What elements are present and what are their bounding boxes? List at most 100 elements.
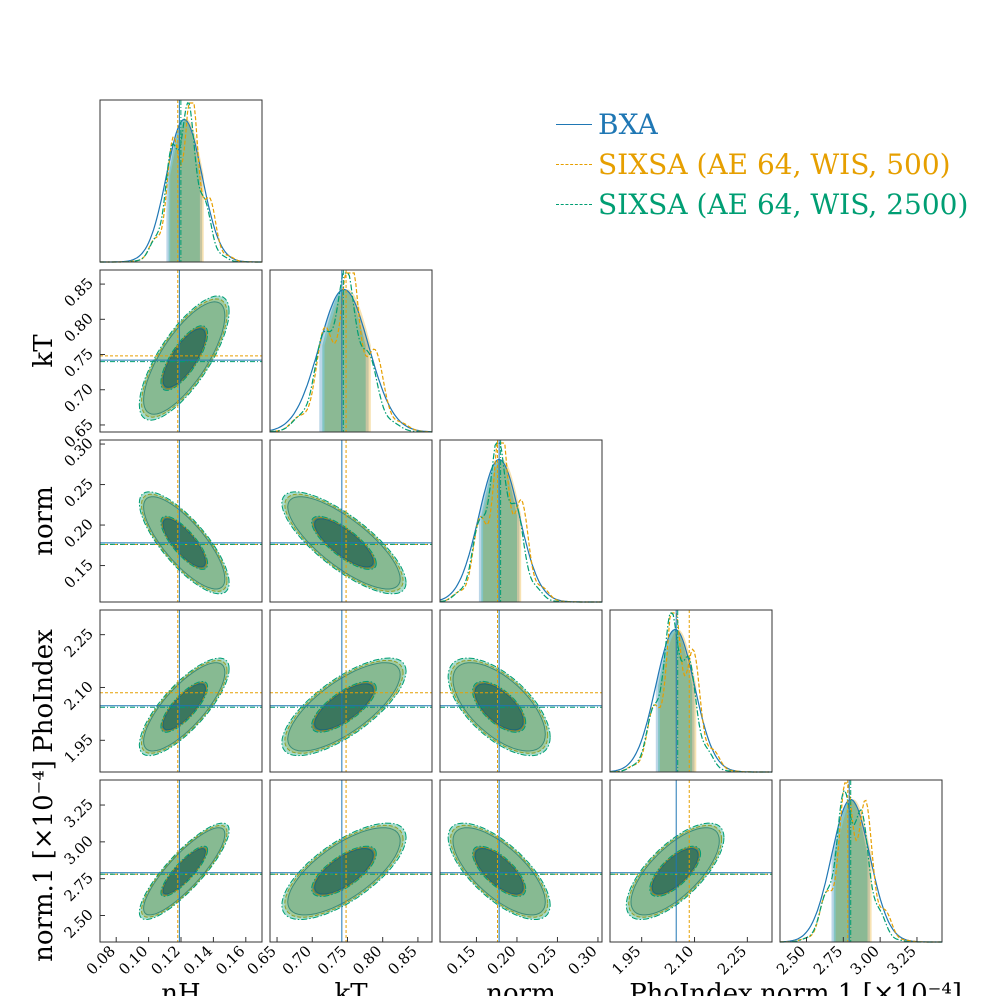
panel-frame [609, 779, 773, 943]
x-tick-label: 0.15 [443, 942, 479, 978]
contour-outer-SIXSA_2500 [625, 822, 725, 920]
contour-inner-SIXSA_2500 [311, 845, 377, 897]
panel-nH-vs-nH [99, 99, 263, 263]
panel-kT-vs-nH: 0.650.700.750.800.85 [60, 269, 263, 451]
panel-frame [99, 99, 263, 263]
panel-norm.1-vs-nH: 0.080.100.120.140.16 2.502.753.003.25 [60, 779, 263, 978]
x-tick-label: 0.16 [212, 942, 248, 978]
density-curve-SIXSA_2500 [270, 272, 433, 433]
contour-inner-BXA [162, 848, 206, 895]
legend-entry-sixsa-500: SIXSA (AE 64, WIS, 500) [556, 144, 968, 184]
panel-frame [269, 269, 433, 433]
panel-frame [779, 779, 943, 943]
panel-frame [269, 609, 433, 773]
x-axis-label-kT: kT [334, 979, 368, 996]
x-tick-label: 0.08 [83, 942, 119, 978]
credible-band-BXA [655, 629, 695, 772]
x-tick-label: 3.00 [847, 942, 883, 978]
x-tick-label: 0.70 [279, 942, 315, 978]
contour-outer-BXA [143, 301, 226, 415]
y-tick-label: 0.15 [60, 556, 96, 592]
y-tick-label: 0.80 [60, 309, 96, 345]
x-axis-label-PhoIndex: PhoIndex [629, 979, 753, 996]
panel-norm-vs-norm [439, 439, 603, 603]
x-tick-label: 0.25 [524, 942, 560, 978]
x-tick-label: 2.50 [773, 942, 809, 978]
y-tick-label: 2.50 [60, 906, 96, 942]
contour-outer-SIXSA_2500 [281, 822, 407, 920]
y-tick-label: 0.75 [60, 345, 96, 381]
panel-frame [269, 779, 433, 943]
x-tick-label: 0.65 [244, 942, 280, 978]
panel-frame [439, 779, 603, 943]
y-axis-label-norm: norm [29, 486, 59, 555]
credible-band-SIXSA_2500 [168, 119, 200, 263]
panel-frame [99, 439, 263, 603]
x-tick-label: 0.14 [180, 942, 216, 978]
x-axis-label-norm: norm [486, 979, 555, 996]
credible-band-SIXSA_500 [324, 289, 371, 432]
legend-entry-bxa: BXA [556, 104, 968, 144]
y-tick-label: 2.25 [60, 625, 96, 661]
x-tick-label: 0.80 [349, 942, 385, 978]
contour-inner-BXA [651, 848, 699, 895]
x-tick-label: 0.75 [314, 942, 350, 978]
panel-norm-vs-kT [269, 439, 433, 603]
panel-frame [269, 439, 433, 603]
contour-inner-SIXSA_500 [650, 846, 700, 896]
x-tick-label: 2.75 [810, 942, 846, 978]
panel-PhoIndex-vs-PhoIndex [609, 609, 773, 773]
y-tick-label: 2.75 [60, 869, 96, 905]
legend-swatch-bxa [556, 123, 592, 125]
panel-kT-vs-kT [269, 269, 433, 433]
x-tick-label: 0.30 [564, 942, 600, 978]
y-tick-label: 1.95 [60, 730, 96, 766]
credible-band-BXA [166, 119, 203, 263]
credible-band-SIXSA_500 [835, 799, 872, 942]
panel-frame [99, 269, 263, 433]
x-tick-label: 2.25 [714, 942, 750, 978]
y-tick-label: 3.25 [60, 795, 96, 831]
panel-PhoIndex-vs-norm [439, 609, 603, 773]
legend: BXA SIXSA (AE 64, WIS, 500) SIXSA (AE 64… [556, 104, 968, 224]
x-tick-label: 2.10 [661, 942, 697, 978]
contour-inner-BXA [162, 328, 206, 388]
x-tick-label: 1.95 [608, 942, 644, 978]
contour-inner-SIXSA_2500 [160, 325, 209, 391]
contour-inner-SIXSA_2500 [160, 845, 209, 897]
x-tick-label: 0.12 [147, 942, 183, 978]
panel-norm.1-vs-kT: 0.650.700.750.800.85 [244, 779, 433, 978]
contour-inner-SIXSA_500 [312, 846, 376, 896]
legend-swatch-sixsa-2500 [556, 203, 592, 205]
panel-frame [439, 609, 603, 773]
credible-band-SIXSA_2500 [322, 289, 366, 432]
credible-band-SIXSA_500 [170, 119, 204, 263]
legend-label-sixsa-2500: SIXSA (AE 64, WIS, 2500) [598, 187, 969, 221]
panel-frame [99, 609, 263, 773]
contour-outer-SIXSA_500 [140, 298, 228, 418]
panel-PhoIndex-vs-nH: 1.95 2.10 2.25 [60, 609, 263, 773]
panel-norm-vs-nH: 0.150.200.250.30 [60, 434, 263, 603]
y-axis-label-norm.1: norm.1 [×10⁻⁴] [29, 760, 59, 962]
y-tick-label: 0.20 [60, 515, 96, 551]
y-tick-label: 0.85 [60, 274, 96, 310]
credible-band-SIXSA_500 [483, 459, 522, 602]
legend-swatch-sixsa-500 [556, 163, 592, 165]
y-tick-label: 2.10 [60, 678, 96, 714]
panel-norm.1-vs-PhoIndex: 1.95 2.10 2.25 [608, 779, 773, 978]
contour-inner-SIXSA_500 [161, 326, 208, 390]
y-tick-label: 0.25 [60, 475, 96, 511]
contour-outer-SIXSA_2500 [138, 295, 230, 421]
legend-entry-sixsa-2500: SIXSA (AE 64, WIS, 2500) [556, 184, 968, 224]
panel-PhoIndex-vs-kT [269, 609, 433, 773]
panel-frame [609, 609, 773, 773]
credible-band-BXA [319, 289, 369, 432]
y-tick-label: 3.00 [60, 832, 96, 868]
x-axis-label-norm.1: norm.1 [×10⁻⁴] [760, 979, 962, 996]
legend-label-sixsa-500: SIXSA (AE 64, WIS, 500) [598, 147, 951, 181]
x-tick-label: 3.25 [883, 942, 919, 978]
contour-inner-SIXSA_2500 [649, 845, 702, 897]
panel-norm.1-vs-norm: 0.15 0.20 0.25 0.30 [439, 779, 603, 978]
y-tick-label: 0.70 [60, 380, 96, 416]
density-curve-SIXSA_2500 [439, 442, 602, 603]
